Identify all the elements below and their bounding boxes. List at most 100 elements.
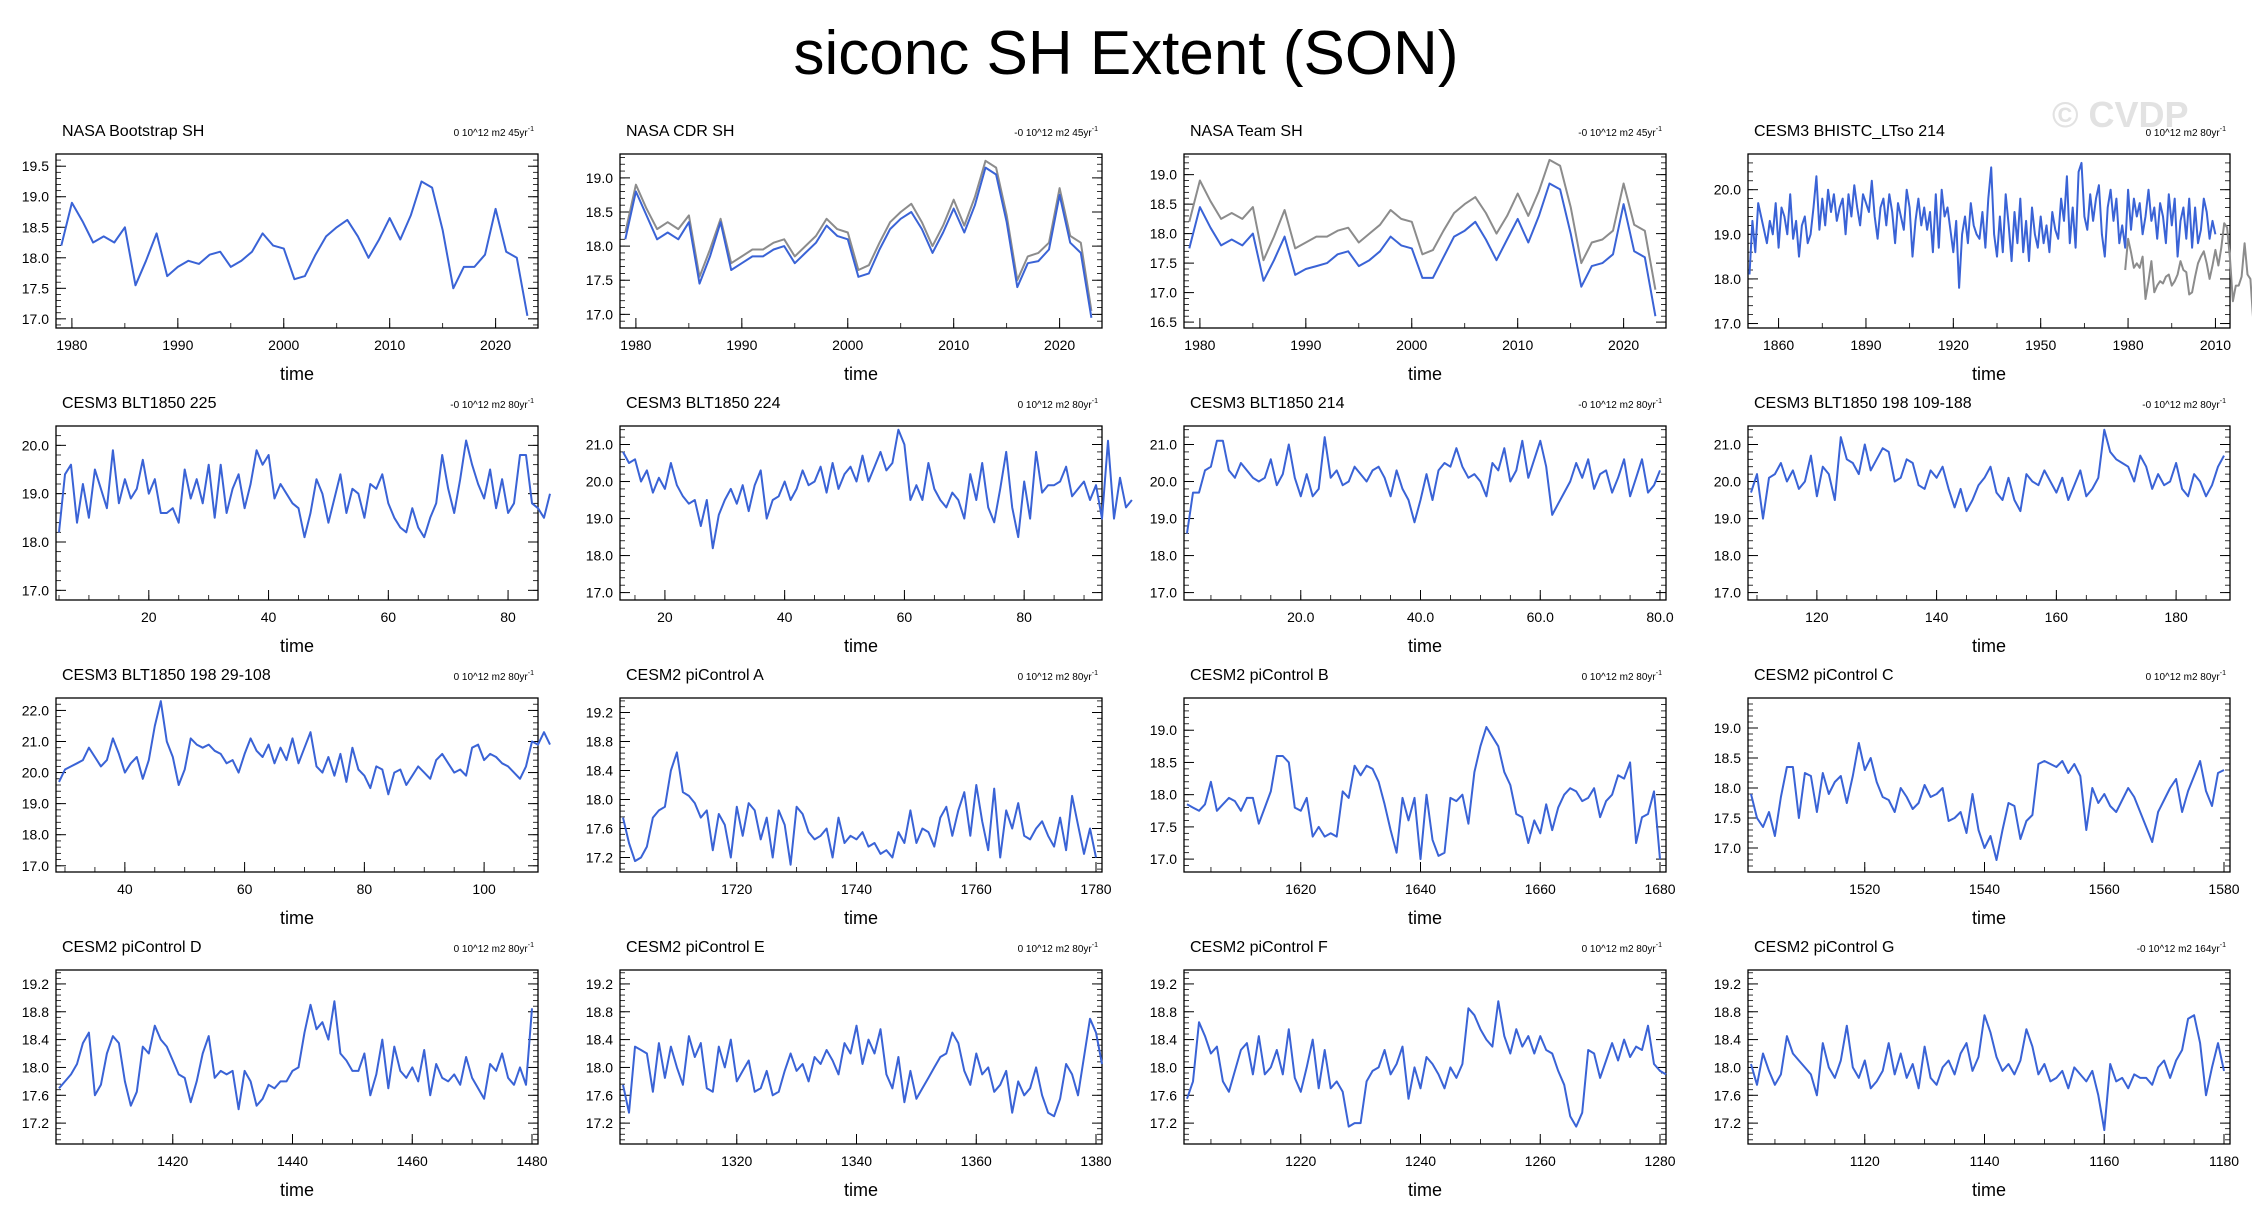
x-tick-label: 1520 [1849, 881, 1880, 897]
y-tick-label: 17.6 [1714, 1087, 1741, 1103]
x-tick-label: 1660 [1525, 881, 1556, 897]
x-tick-label: 1740 [841, 881, 872, 897]
plot-frame [55, 153, 539, 329]
x-tick-label: 2010 [374, 337, 405, 353]
trend-label: 0 10^12 m2 80yr-1 [2146, 670, 2227, 683]
chart-title: CESM3 BLT1850 225 [62, 395, 217, 412]
y-tick-label: 17.2 [22, 1115, 49, 1131]
x-tick-label: 1180 [2209, 1153, 2239, 1169]
x-tick-label: 2020 [480, 337, 511, 353]
chart-title: CESM3 BLT1850 214 [1190, 395, 1345, 412]
trend-label: 0 10^12 m2 80yr-1 [1018, 398, 1099, 411]
x-tick-label: 2000 [1396, 337, 1427, 353]
x-tick-label: 100 [472, 881, 496, 897]
chart-title: CESM3 BLT1850 198 109-188 [1754, 395, 1972, 412]
chart-title: NASA Team SH [1190, 123, 1303, 140]
chart-title: CESM3 BLT1850 198 29-108 [62, 667, 271, 684]
x-tick-label: 160 [2045, 609, 2069, 625]
chart-title: CESM3 BLT1850 224 [626, 395, 781, 412]
y-tick-label: 18.0 [22, 1059, 49, 1075]
y-tick-label: 17.5 [1714, 810, 1741, 826]
x-tick-label: 120 [1805, 609, 1829, 625]
chart-panel-2: NASA CDR SH -0 10^12 m2 45yr-1 17.0 17.5 18.… [586, 123, 1103, 384]
obs-series-line-1 [1188, 158, 1657, 290]
chart-title: CESM2 piControl F [1190, 939, 1328, 956]
chart-title: CESM2 piControl G [1754, 939, 1895, 956]
y-tick-label: 18.0 [22, 534, 49, 550]
series-line-1 [1186, 1000, 1667, 1128]
y-tick-label: 17.0 [22, 311, 49, 327]
x-tick-label: 20 [657, 609, 673, 625]
x-tick-label: 1340 [841, 1153, 872, 1169]
chart-panel-3: NASA Team SH -0 10^12 m2 45yr-1 16.5 17.0 17… [1150, 123, 1667, 384]
x-tick-label: 80 [357, 881, 373, 897]
series-line-1 [1748, 161, 2217, 289]
y-tick-label: 19.0 [1150, 722, 1177, 738]
y-tick-label: 19.0 [586, 511, 613, 527]
series-line-1 [622, 428, 1133, 550]
x-axis-label: time [1408, 908, 1442, 928]
y-tick-label: 17.0 [22, 858, 49, 874]
x-tick-label: 1360 [961, 1153, 992, 1169]
plot-frame [1747, 425, 2231, 601]
y-tick-label: 17.2 [1150, 1115, 1177, 1131]
plot-frame [619, 697, 1103, 873]
x-tick-label: 1240 [1405, 1153, 1436, 1169]
y-tick-label: 18.0 [1714, 1059, 1741, 1075]
chart-panel-8: CESM3 BLT1850 198 109-188 -0 10^12 m2 80y… [1714, 395, 2231, 656]
trend-label: -0 10^12 m2 80yr-1 [450, 398, 534, 411]
y-tick-label: 19.0 [1714, 720, 1741, 736]
chart-panel-16: CESM2 piControl G -0 10^12 m2 164yr-1 17.2… [1714, 939, 2240, 1200]
x-tick-label: 1720 [721, 881, 752, 897]
y-tick-label: 18.0 [1150, 548, 1177, 564]
x-tick-label: 1220 [1285, 1153, 1316, 1169]
trend-label: -0 10^12 m2 164yr-1 [2137, 942, 2226, 955]
obs-series-line-2 [2124, 222, 2252, 317]
chart-panel-12: CESM2 piControl C 0 10^12 m2 80yr-1 17.0 17… [1714, 667, 2240, 928]
obs-series-line-1 [624, 159, 1093, 312]
y-tick-label: 22.0 [22, 702, 49, 718]
x-tick-label: 2000 [832, 337, 863, 353]
chart-title: NASA Bootstrap SH [62, 123, 204, 140]
chart-title: CESM2 piControl A [626, 667, 764, 684]
x-tick-label: 1380 [1080, 1153, 1111, 1169]
chart-title: NASA CDR SH [626, 123, 734, 140]
x-tick-label: 20.0 [1287, 609, 1314, 625]
x-axis-label: time [1972, 908, 2006, 928]
x-tick-label: 1680 [1644, 881, 1675, 897]
chart-title: CESM2 piControl C [1754, 667, 1894, 684]
chart-panel-1: NASA Bootstrap SH 0 10^12 m2 45yr-1 17.0 17… [22, 123, 539, 384]
series-line-1 [58, 1000, 533, 1111]
series-line-2 [1188, 182, 1657, 317]
y-tick-label: 20.0 [22, 437, 49, 453]
chart-title: CESM2 piControl B [1190, 667, 1329, 684]
y-tick-label: 16.5 [1150, 314, 1177, 330]
y-tick-label: 18.0 [586, 792, 613, 808]
y-tick-label: 17.2 [586, 850, 613, 866]
y-tick-label: 19.2 [586, 705, 613, 721]
x-tick-label: 180 [2164, 609, 2188, 625]
trend-label: -0 10^12 m2 80yr-1 [2142, 398, 2226, 411]
series-line-1 [1186, 436, 1661, 534]
x-tick-label: 1120 [1850, 1153, 1880, 1169]
x-axis-label: time [280, 364, 314, 384]
y-tick-label: 18.0 [22, 827, 49, 843]
x-tick-label: 1320 [721, 1153, 752, 1169]
series-line-2 [624, 166, 1093, 318]
plot-frame [619, 153, 1103, 329]
x-tick-label: 40 [777, 609, 793, 625]
x-tick-label: 1980 [1184, 337, 1215, 353]
y-tick-label: 19.0 [1714, 226, 1741, 242]
y-tick-label: 17.6 [1150, 1087, 1177, 1103]
trend-label: 0 10^12 m2 80yr-1 [1018, 942, 1099, 955]
x-tick-label: 1480 [516, 1153, 547, 1169]
x-tick-label: 1160 [2089, 1153, 2119, 1169]
trend-label: 0 10^12 m2 80yr-1 [454, 670, 535, 683]
y-tick-label: 19.2 [1150, 976, 1177, 992]
x-tick-label: 2000 [268, 337, 299, 353]
trend-label: 0 10^12 m2 80yr-1 [1582, 670, 1663, 683]
x-axis-label: time [1972, 1180, 2006, 1200]
trend-label: -0 10^12 m2 45yr-1 [1014, 126, 1098, 139]
